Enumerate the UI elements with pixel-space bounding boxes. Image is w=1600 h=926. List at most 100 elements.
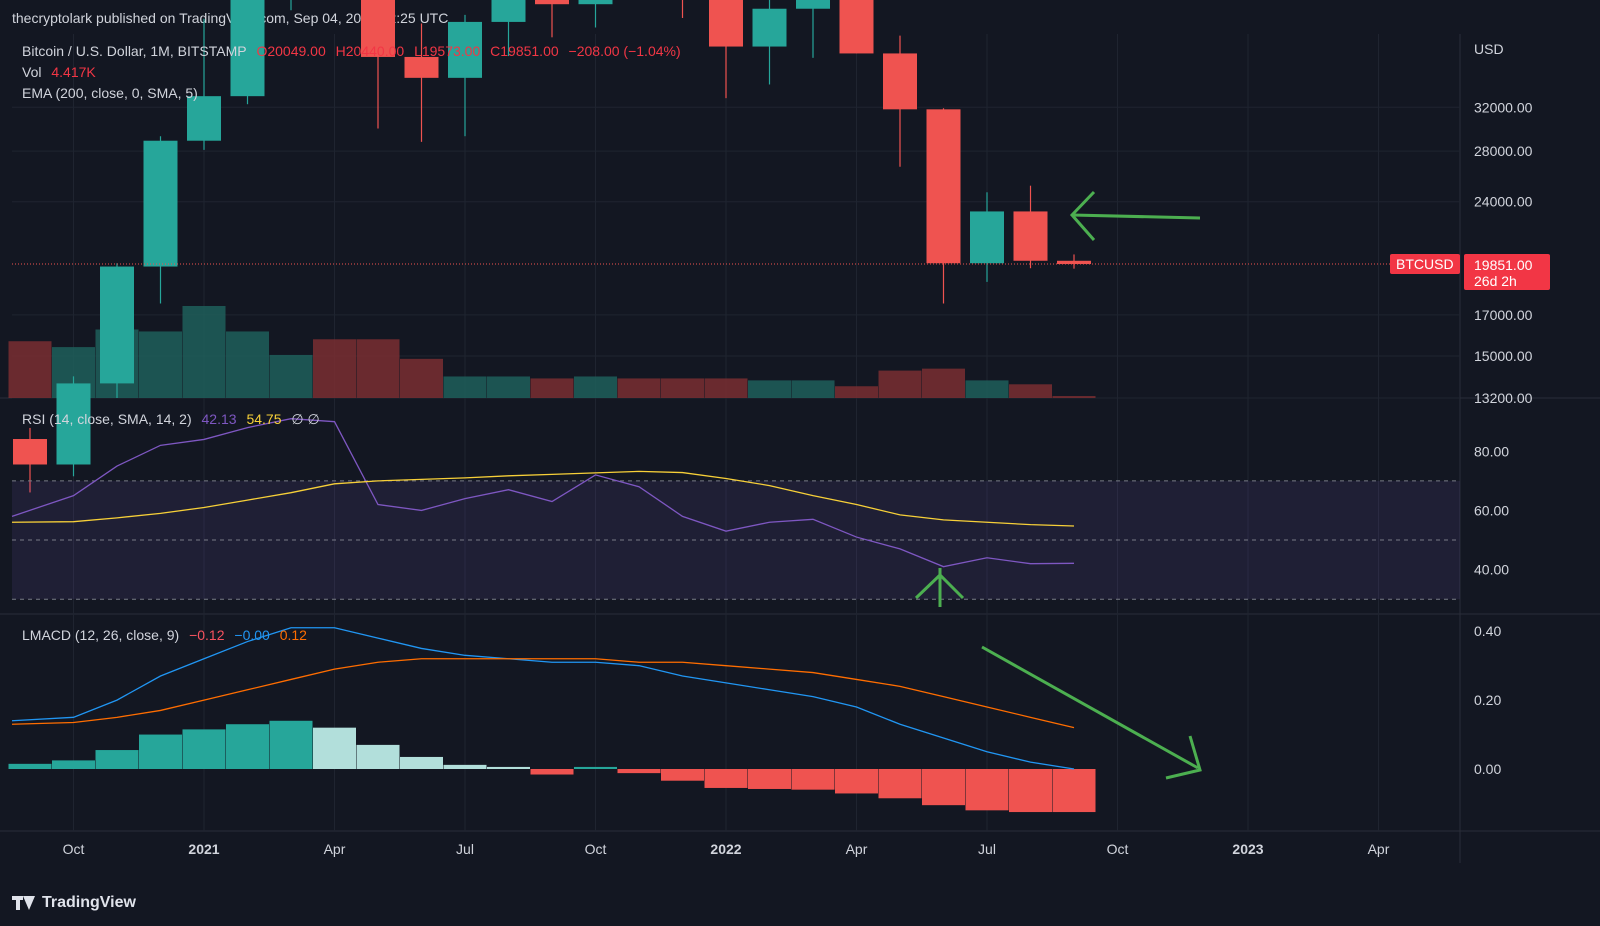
time-tick-label: 2021 [188,841,219,857]
symbol-badge [1390,254,1460,275]
volume-bar [1052,396,1096,398]
candle-body [230,0,265,97]
macd-histogram-bar [574,766,617,769]
volume-bar [704,378,748,398]
time-tick-label: Oct [1107,841,1129,857]
rsi-sma-value: 54.75 [246,411,282,427]
symbol-label: Bitcoin / U.S. Dollar, 1M, BITSTAMP [22,43,247,59]
macd-histogram-bar [704,769,748,788]
macd-histogram-bar [617,769,661,774]
candle-body [1057,260,1091,265]
macd-histogram-bar [52,760,95,769]
candle-body [13,439,47,465]
rsi-line-rsi [11,418,1075,568]
publisher-header: thecryptolark published on TradingView.c… [12,10,449,26]
candle-body [709,0,743,47]
annotation-arrows [914,190,1202,780]
time-tick-label: Jul [456,841,474,857]
volume-bar [8,341,52,398]
volume-bar [835,386,878,398]
candle-body [448,21,482,78]
macd-histogram-bar [487,766,530,769]
arrow-rsi-head [914,572,965,600]
time-tick-label: 2023 [1232,841,1263,857]
vol-value: 4.417K [51,64,96,80]
high-value: H20440.00 [335,43,405,59]
macd-histogram-bar [1009,769,1052,813]
candle-body [839,0,874,54]
volume-bar [965,380,1009,398]
rsi-label: RSI (14, close, SMA, 14, 2) [22,411,192,427]
macd-tick-label: 0.00 [1474,761,1501,777]
arrow-macd-head [1165,735,1202,780]
arrow-price-shaft [1071,213,1201,220]
macd-histogram-bar [661,769,704,781]
volume-bar [443,376,487,398]
price-badge-time: 26d 2h [1474,273,1517,289]
macd-histogram-bar [835,769,878,794]
volume-bar [182,306,226,398]
macd-histogram-bar [182,729,226,769]
footer-brand[interactable]: TradingView [12,894,136,912]
change-value: −208.00 (−1.04%) [568,43,681,59]
macd-legend: LMACD (12, 26, close, 9) −0.12 −0.00 0.1… [22,627,313,643]
macd-histogram-bar [791,769,835,790]
volume-bar [922,368,965,398]
candle-body [578,0,613,5]
close-value: C19851.00 [490,43,559,59]
candle-body [796,0,830,9]
macd-value: −0.00 [234,627,270,643]
macd-histogram-bar [356,744,400,769]
currency-label: USD [1474,41,1504,57]
macd-histogram-bar [95,750,139,769]
macd-tick-label: 0.40 [1474,623,1501,639]
candle-body [361,0,395,57]
macd-label: LMACD (12, 26, close, 9) [22,627,180,643]
candle-body [56,383,91,465]
volume-bar [530,378,574,398]
macd-panel [8,627,1096,813]
time-tick-label: Oct [585,841,607,857]
time-tick-label: Oct [63,841,85,857]
rsi-tick-label: 60.00 [1474,502,1509,518]
macd-histogram-bar [8,763,52,769]
time-tick-label: Apr [846,841,868,857]
brand-text: TradingView [42,894,136,911]
volume-bar [487,376,530,398]
volume-bar [400,358,443,398]
candle-body [752,8,787,47]
macd-histogram-bar [922,769,965,806]
macd-hist-value: −0.12 [189,627,225,643]
volume-bars [8,306,1096,398]
volume-bar [791,380,835,398]
axes: 32000.00 28000.00 24000.00 17000.00 15000.00… [63,41,1533,857]
volume-bar [226,331,269,398]
macd-histogram-bar [878,769,922,799]
macd-histogram-bar [1052,769,1096,813]
price-badge [1464,254,1550,291]
volume-bar [878,370,922,398]
macd-line-macd [11,627,1075,770]
price-tick-label: 13200.00 [1474,390,1533,406]
price-tick-label: 24000.00 [1474,194,1533,210]
price-tick-label: 32000.00 [1474,99,1533,115]
arrow-price-head [1069,190,1096,241]
candle-body [926,109,961,264]
time-tick-label: Apr [324,841,346,857]
low-value: L19573.00 [414,43,481,59]
macd-histogram-bar [269,720,313,769]
volume-bar [661,378,704,398]
tradingview-logo-icon [12,896,36,910]
open-value: O20049.00 [256,43,326,59]
rsi-tick-label: 80.00 [1474,443,1509,459]
candle-body [970,211,1004,264]
macd-histogram-bar [139,734,182,769]
volume-bar [139,331,182,398]
arrow-macd-shaft [981,645,1199,770]
rsi-value: 42.13 [201,411,237,427]
candle-body [143,140,178,267]
candle-body [883,53,917,110]
candle-body [187,96,221,141]
